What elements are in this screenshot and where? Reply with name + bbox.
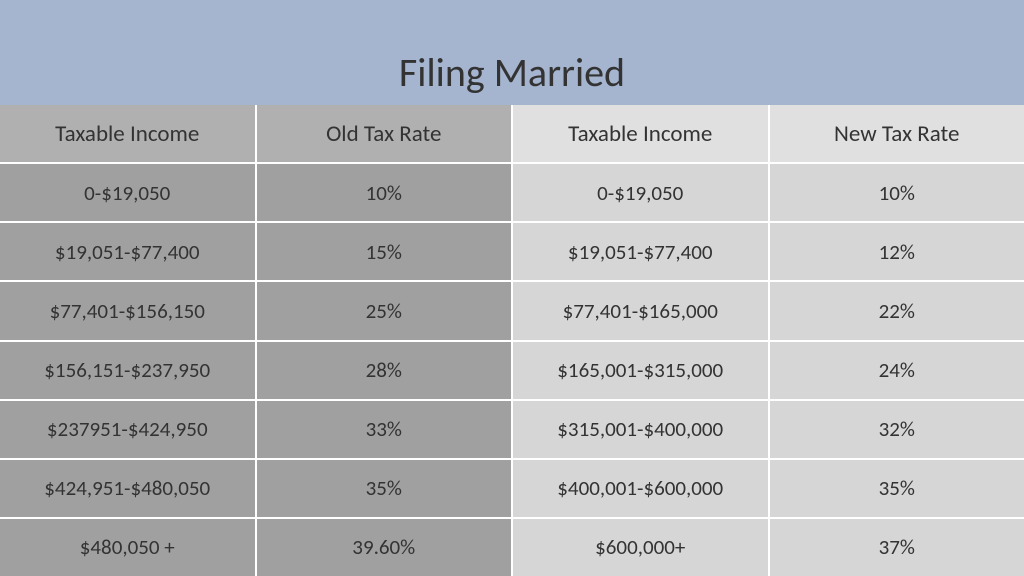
table-cell: $19,051-$77,400 xyxy=(0,223,255,280)
table-cell: 33% xyxy=(255,401,512,458)
table-cell: 0-$19,050 xyxy=(511,164,768,221)
table-cell: $77,401-$156,150 xyxy=(0,282,255,339)
table-row: $19,051-$77,40015%$19,051-$77,40012% xyxy=(0,221,1024,280)
table-cell: 25% xyxy=(255,282,512,339)
table-cell: 22% xyxy=(768,282,1024,339)
col-header-new-income: Taxable Income xyxy=(511,105,768,162)
table-header-row: Taxable Income Old Tax Rate Taxable Inco… xyxy=(0,105,1024,162)
table-row: $77,401-$156,15025%$77,401-$165,00022% xyxy=(0,280,1024,339)
table-cell: 12% xyxy=(768,223,1024,280)
table-cell: 28% xyxy=(255,342,512,399)
table-cell: 10% xyxy=(768,164,1024,221)
table-cell: $315,001-$400,000 xyxy=(511,401,768,458)
table-row: $480,050 +39.60%$600,000+37% xyxy=(0,517,1024,576)
table-cell: $77,401-$165,000 xyxy=(511,282,768,339)
table-cell: $156,151-$237,950 xyxy=(0,342,255,399)
table-cell: 35% xyxy=(768,460,1024,517)
table-row: $237951-$424,95033%$315,001-$400,00032% xyxy=(0,399,1024,458)
table-cell: 37% xyxy=(768,519,1024,576)
table-cell: $400,001-$600,000 xyxy=(511,460,768,517)
col-header-old-income: Taxable Income xyxy=(0,105,255,162)
table-cell: 10% xyxy=(255,164,512,221)
table-cell: $424,951-$480,050 xyxy=(0,460,255,517)
table-cell: $480,050 + xyxy=(0,519,255,576)
table-cell: 32% xyxy=(768,401,1024,458)
table-cell: 0-$19,050 xyxy=(0,164,255,221)
page-title: Filing Married xyxy=(0,0,1024,105)
col-header-old-rate: Old Tax Rate xyxy=(255,105,512,162)
table-cell: $237951-$424,950 xyxy=(0,401,255,458)
table-row: $424,951-$480,05035%$400,001-$600,00035% xyxy=(0,458,1024,517)
table-cell: 39.60% xyxy=(255,519,512,576)
table-cell: $600,000+ xyxy=(511,519,768,576)
col-header-new-rate: New Tax Rate xyxy=(768,105,1024,162)
table-row: 0-$19,05010%0-$19,05010% xyxy=(0,162,1024,221)
table-cell: 15% xyxy=(255,223,512,280)
table-row: $156,151-$237,95028%$165,001-$315,00024% xyxy=(0,340,1024,399)
tax-table-container: Filing Married Taxable Income Old Tax Ra… xyxy=(0,0,1024,576)
tax-table: Taxable Income Old Tax Rate Taxable Inco… xyxy=(0,105,1024,576)
table-cell: 24% xyxy=(768,342,1024,399)
table-cell: $19,051-$77,400 xyxy=(511,223,768,280)
table-cell: $165,001-$315,000 xyxy=(511,342,768,399)
table-cell: 35% xyxy=(255,460,512,517)
